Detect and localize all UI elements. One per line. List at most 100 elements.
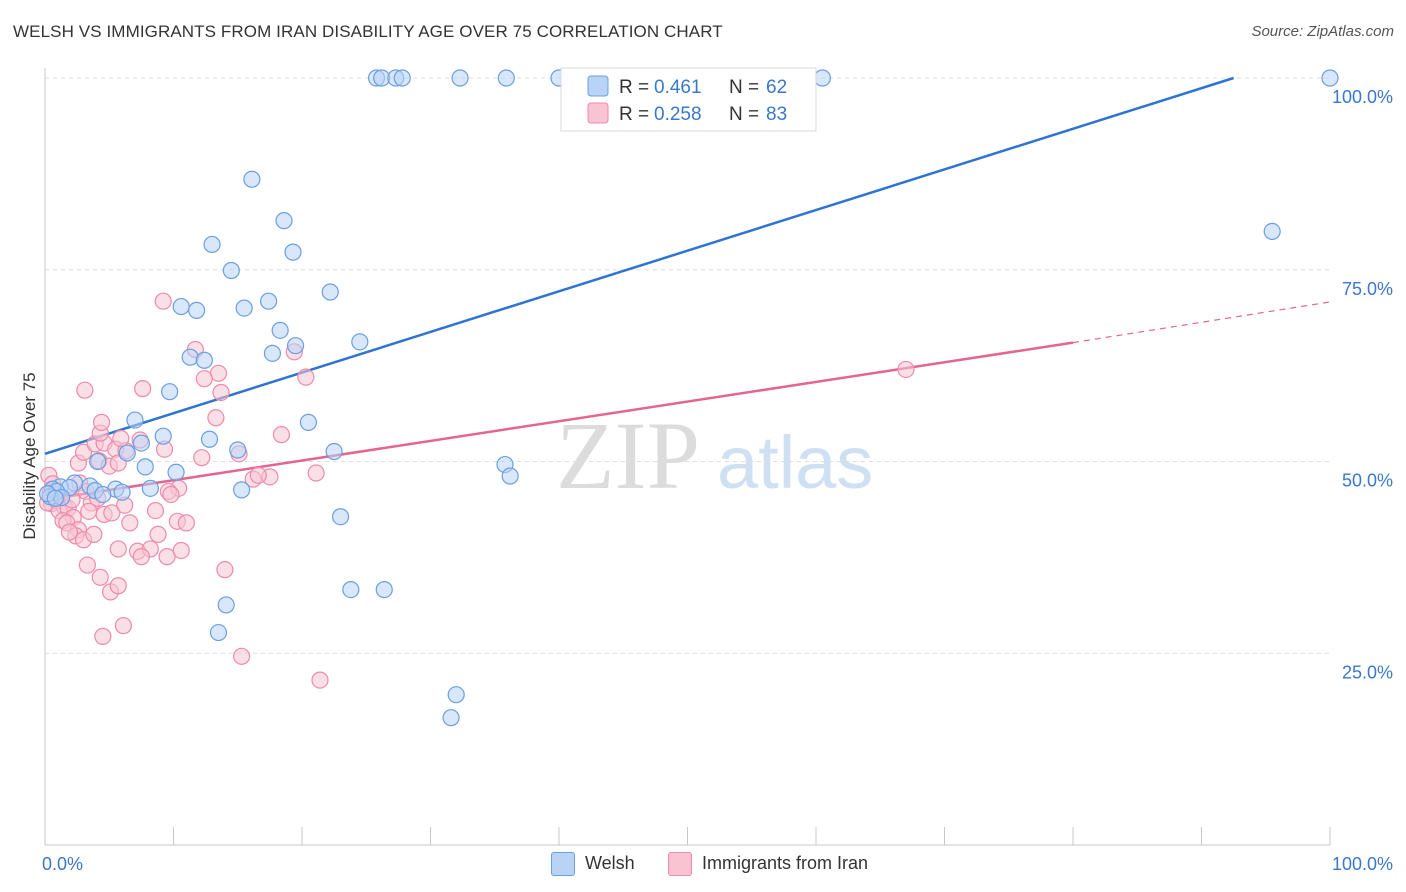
stats-r-value: 0.258 — [654, 104, 702, 125]
iran-point — [216, 561, 234, 579]
iran-point — [94, 627, 112, 645]
iran-point — [307, 464, 325, 482]
welsh-point — [501, 467, 519, 485]
stats-n-label: N = — [729, 104, 759, 125]
iran-point — [158, 548, 176, 566]
y-tick-label: 25.0% — [1342, 662, 1393, 682]
iran-point — [149, 525, 167, 543]
welsh-point — [217, 596, 235, 614]
welsh-point — [181, 348, 199, 366]
iran-point — [78, 556, 97, 574]
welsh-point — [233, 481, 251, 499]
welsh-point — [200, 430, 219, 448]
stats-legend: R = 0.461 N = 62 R = 0.258 N = 83 — [560, 67, 817, 132]
stats-n-value: 62 — [766, 77, 787, 98]
data-points — [38, 69, 1339, 727]
iran-point — [249, 466, 267, 484]
stats-r-value: 0.461 — [654, 77, 702, 98]
welsh-point — [229, 441, 247, 459]
axes — [44, 68, 1331, 846]
welsh-point — [235, 299, 253, 317]
welsh-point — [331, 508, 350, 526]
welsh-point — [203, 235, 221, 254]
welsh-point — [275, 212, 293, 230]
welsh-point — [195, 351, 213, 369]
y-axis-title: Disability Age Over 75 — [20, 372, 39, 539]
stats-swatch — [587, 75, 609, 97]
welsh-point — [94, 485, 112, 504]
watermark-atlas: atlas — [717, 421, 873, 504]
iran-point — [146, 501, 165, 520]
welsh-point — [136, 458, 154, 476]
iran-point — [134, 380, 152, 398]
y-tick-label: 75.0% — [1342, 279, 1393, 299]
stats-n-label: N = — [729, 77, 759, 98]
welsh-point — [393, 69, 411, 87]
iran-point — [85, 525, 103, 543]
welsh-point — [375, 580, 393, 599]
iran-point — [172, 541, 190, 560]
welsh-point — [46, 489, 64, 507]
iran-point — [112, 429, 130, 448]
welsh-point — [497, 69, 515, 87]
welsh-point — [141, 479, 159, 497]
iran-point — [272, 426, 291, 444]
iran-point — [177, 514, 195, 532]
x-tick-label-min: 0.0% — [42, 854, 83, 874]
welsh-point — [263, 344, 282, 362]
iran-point — [207, 409, 225, 427]
welsh-point — [167, 463, 185, 481]
welsh-point — [321, 283, 339, 301]
gridlines — [45, 77, 1330, 654]
iran-point — [311, 671, 329, 689]
welsh-point — [243, 170, 261, 188]
welsh-point — [209, 623, 228, 642]
x-tick-label-max: 100.0% — [1332, 854, 1393, 874]
welsh-point — [222, 261, 240, 280]
welsh-point — [259, 292, 278, 310]
welsh-point — [342, 580, 360, 599]
iran-point — [195, 370, 213, 388]
welsh-point — [126, 411, 144, 429]
iran-point — [60, 523, 79, 541]
iran-point — [80, 502, 98, 520]
iran-point — [74, 443, 93, 461]
welsh-point — [172, 297, 190, 316]
iran-point — [897, 360, 915, 379]
welsh-point — [325, 442, 343, 461]
iran-point — [193, 449, 211, 467]
iran-point — [91, 568, 109, 586]
welsh-point — [451, 69, 469, 87]
legend-label-welsh: Welsh — [585, 852, 635, 873]
welsh-point — [188, 301, 206, 320]
legend-label-iran: Immigrants from Iran — [702, 852, 869, 873]
welsh-point — [442, 709, 460, 727]
welsh-point — [132, 434, 150, 452]
welsh-point — [113, 483, 131, 501]
legend-welsh: Welsh — [551, 852, 635, 876]
iran-point — [212, 383, 230, 402]
iran-point — [114, 617, 132, 635]
welsh-point — [813, 69, 832, 87]
welsh-point — [271, 321, 289, 339]
welsh-point — [284, 243, 302, 261]
iran-point — [109, 577, 127, 595]
legend-swatch-welsh — [551, 852, 575, 876]
welsh-point — [299, 413, 318, 431]
welsh-point — [1321, 69, 1339, 87]
chart-title: WELSH VS IMMIGRANTS FROM IRAN DISABILITY… — [13, 22, 723, 41]
welsh-point — [118, 444, 136, 462]
iran-point — [162, 485, 180, 504]
stats-swatch — [587, 102, 609, 124]
iran-point — [154, 292, 172, 310]
watermark: ZIP atlas — [556, 402, 873, 509]
legend-iran: Immigrants from Iran — [668, 852, 868, 876]
source-credit: Source: ZipAtlas.com — [1251, 23, 1394, 40]
welsh-point — [286, 337, 305, 355]
iran-point — [233, 647, 251, 665]
iran-point — [121, 514, 139, 532]
welsh-point — [351, 333, 369, 351]
welsh-point — [161, 383, 179, 401]
welsh-point — [1263, 222, 1281, 240]
welsh-point — [89, 452, 107, 471]
